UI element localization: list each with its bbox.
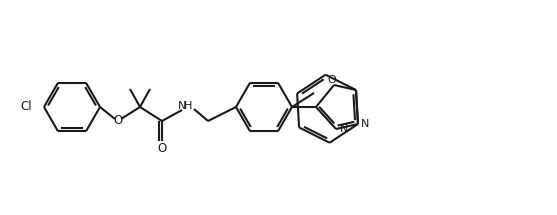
Text: N: N <box>178 101 186 111</box>
Text: N: N <box>340 124 348 134</box>
Text: Cl: Cl <box>21 100 32 114</box>
Text: O: O <box>328 75 336 85</box>
Text: O: O <box>114 115 123 127</box>
Text: H: H <box>184 101 192 111</box>
Text: O: O <box>158 141 167 155</box>
Text: N: N <box>361 119 369 129</box>
